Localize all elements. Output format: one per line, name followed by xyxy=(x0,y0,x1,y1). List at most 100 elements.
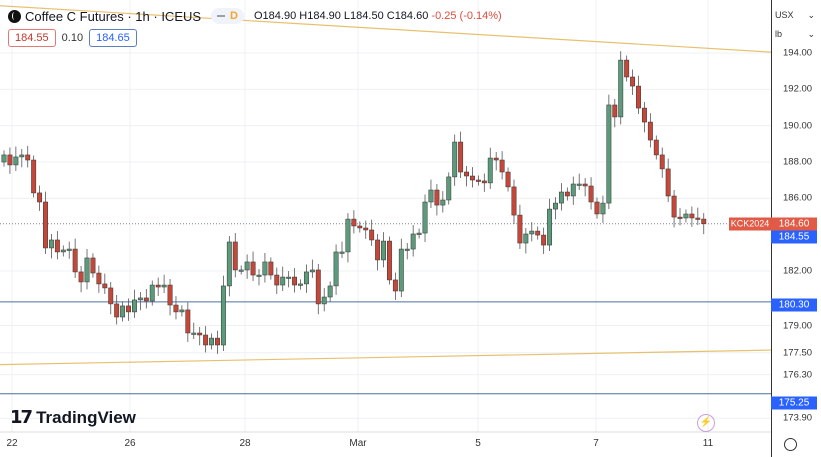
candle-body xyxy=(363,227,369,231)
market-status-badge[interactable]: D xyxy=(211,8,244,24)
candle-body xyxy=(262,261,268,276)
candle-body xyxy=(511,186,517,216)
candle-body xyxy=(624,59,630,78)
candle-body xyxy=(232,241,238,271)
candle-body xyxy=(392,279,398,292)
price-label: 179.00 xyxy=(783,320,813,332)
currency-select[interactable]: USX ⌄ xyxy=(775,10,815,20)
candle-body xyxy=(677,216,683,219)
candle-body xyxy=(84,257,90,283)
candle-body xyxy=(470,175,475,181)
candle-body xyxy=(434,189,440,206)
candle-body xyxy=(665,168,671,197)
candle-body xyxy=(612,104,618,118)
candle-body xyxy=(493,157,499,161)
candle-body xyxy=(220,285,226,346)
tradingview-logo[interactable]: 𝟭𝟳 TradingView xyxy=(10,407,136,428)
candle-body xyxy=(487,157,493,184)
candle-body xyxy=(179,309,185,313)
candle-body xyxy=(558,191,564,204)
quote-panel: 184.55 0.10 184.65 xyxy=(8,29,137,47)
candle-body xyxy=(333,251,339,287)
candle-body xyxy=(345,218,351,253)
candle-body xyxy=(173,304,179,313)
candle-body xyxy=(351,218,357,227)
last-price-tag: 184.60 xyxy=(771,217,817,231)
candle-body xyxy=(292,276,298,286)
candle-body xyxy=(66,248,72,251)
candle-body xyxy=(244,261,250,271)
candle-body xyxy=(149,284,155,302)
candle-body xyxy=(1,154,7,163)
price-chart[interactable] xyxy=(0,0,771,457)
price-label: 194.00 xyxy=(783,47,813,59)
candle-body xyxy=(428,189,434,203)
time-label: 5 xyxy=(475,438,481,449)
candle-body xyxy=(695,217,701,220)
candle-body xyxy=(499,159,505,173)
candle-body xyxy=(274,274,280,286)
candle-body xyxy=(280,276,286,286)
candle-body xyxy=(671,195,677,218)
candle-body xyxy=(120,305,126,318)
candle-body xyxy=(381,240,386,261)
candle-body xyxy=(683,213,689,219)
price-label: 188.00 xyxy=(783,156,813,168)
spread-value: 0.10 xyxy=(61,32,84,44)
candle-body xyxy=(582,183,588,187)
candle-body xyxy=(78,271,84,283)
candle-body xyxy=(641,107,647,123)
time-label: 28 xyxy=(239,438,251,449)
candle-body xyxy=(209,337,215,346)
settings-icon[interactable] xyxy=(784,438,797,451)
candle-body xyxy=(143,297,149,302)
unit-select[interactable]: lb ⌄ xyxy=(775,29,815,39)
symbol-title[interactable]: Coffee C Futures · 1h · ICEUS xyxy=(25,8,202,24)
change-value: -0.25 (-0.14%) xyxy=(431,10,502,22)
candle-body xyxy=(446,176,452,201)
candle-body xyxy=(303,271,309,285)
candle-body xyxy=(96,272,102,285)
candle-body xyxy=(37,192,43,203)
time-label: 7 xyxy=(593,438,599,449)
minus-icon xyxy=(217,15,226,17)
close-value: C184.60 xyxy=(386,10,429,22)
candle-body xyxy=(452,141,458,178)
candle-body xyxy=(553,202,558,210)
currency-label: USX xyxy=(775,10,794,20)
candle-body xyxy=(19,154,25,158)
candle-body xyxy=(185,309,191,334)
chevron-down-icon: ⌄ xyxy=(807,10,815,20)
sell-button[interactable]: 184.55 xyxy=(8,29,56,47)
candle-body xyxy=(404,248,410,251)
ohlc-values: O184.90 H184.90 L184.50 C184.60 -0.25 (-… xyxy=(254,10,502,22)
tv-logo-icon: 𝟭𝟳 xyxy=(10,407,33,427)
candle-body xyxy=(309,269,315,273)
candle-body xyxy=(25,154,31,161)
time-label: 22 xyxy=(6,438,18,449)
candle-body xyxy=(167,284,173,306)
time-label: Mar xyxy=(349,438,367,449)
time-label: 26 xyxy=(124,438,136,449)
candle-body xyxy=(570,183,576,197)
candle-body xyxy=(215,337,220,346)
candle-body xyxy=(594,201,600,215)
legend-header: Coffee C Futures · 1h · ICEUS D O184.90 … xyxy=(8,8,502,24)
candle-body xyxy=(505,171,511,188)
candle-body xyxy=(576,183,582,186)
candle-body xyxy=(13,156,19,166)
price-label: 176.30 xyxy=(783,369,813,381)
candle-body xyxy=(659,154,665,170)
candle-body xyxy=(600,202,606,215)
candle-body xyxy=(529,230,535,235)
trend-line xyxy=(0,5,771,53)
buy-button[interactable]: 184.65 xyxy=(89,29,137,47)
lightning-icon[interactable]: ⚡ xyxy=(697,414,715,432)
time-label: 11 xyxy=(702,438,714,449)
bid-price-tag: 184.55 xyxy=(771,230,817,244)
chevron-down-icon: ⌄ xyxy=(807,29,815,39)
candle-body xyxy=(226,241,232,287)
candle-body xyxy=(357,225,363,229)
candle-body xyxy=(72,248,78,273)
